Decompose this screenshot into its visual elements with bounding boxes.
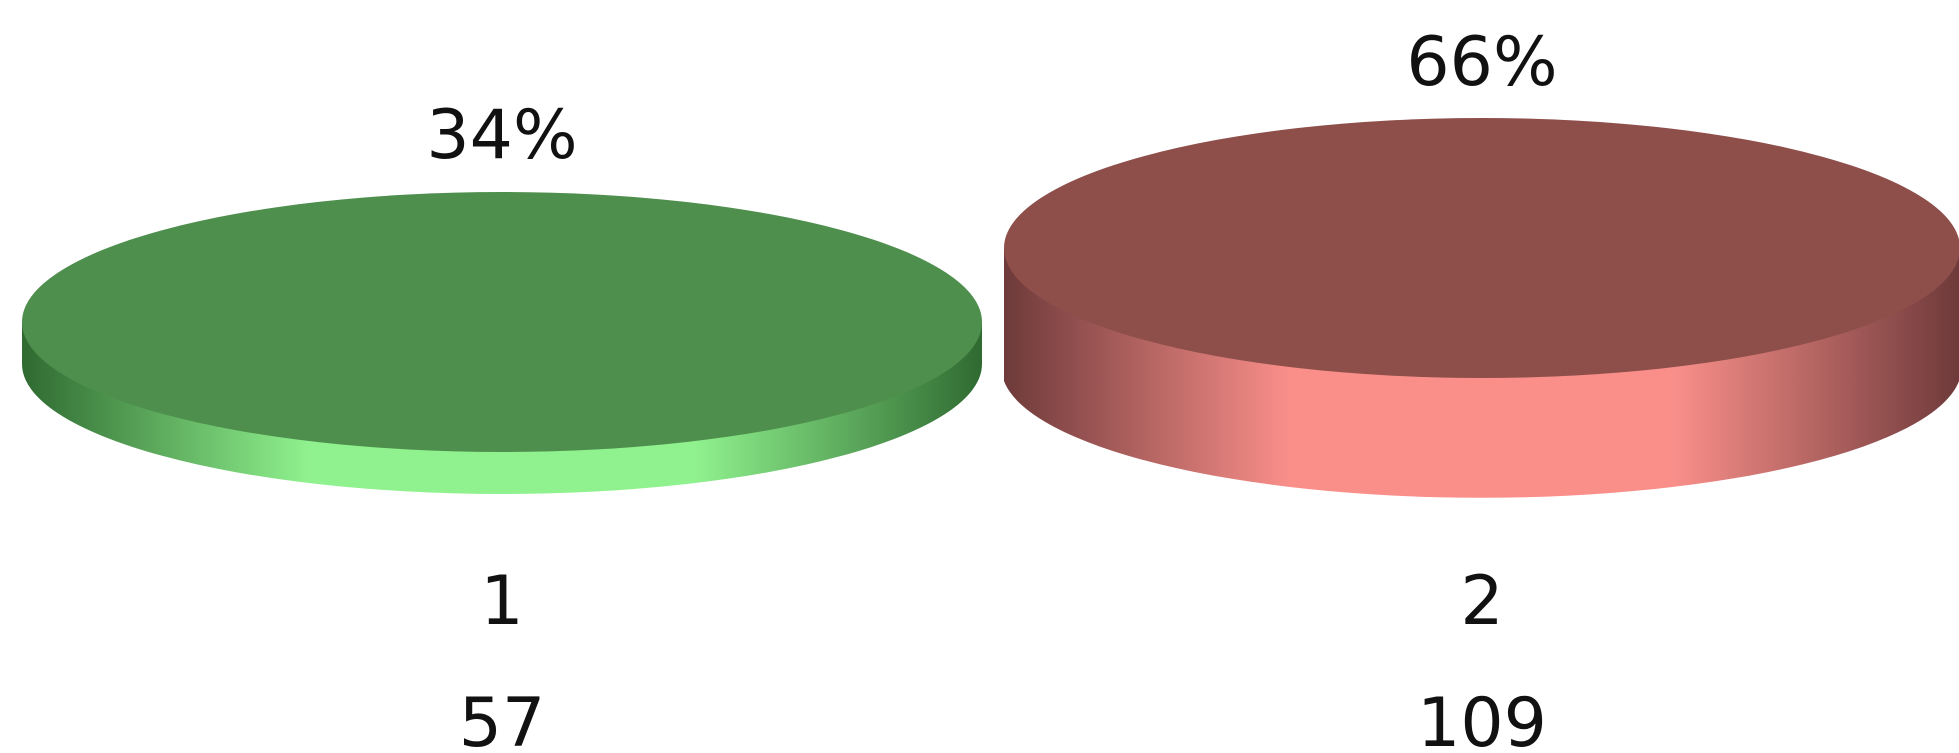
disc-top-1 — [22, 192, 982, 452]
value-label-1: 57 — [459, 684, 546, 753]
disc-group-2: 66% 2 109 — [1004, 23, 1959, 753]
percent-label-1: 34% — [426, 96, 577, 175]
category-label-1: 1 — [480, 562, 523, 641]
value-label-2: 109 — [1417, 684, 1547, 753]
disc-top-2 — [1004, 118, 1959, 378]
category-label-2: 2 — [1460, 562, 1503, 641]
disc-group-1: 34% 1 57 — [22, 96, 982, 753]
percent-label-2: 66% — [1406, 23, 1557, 102]
